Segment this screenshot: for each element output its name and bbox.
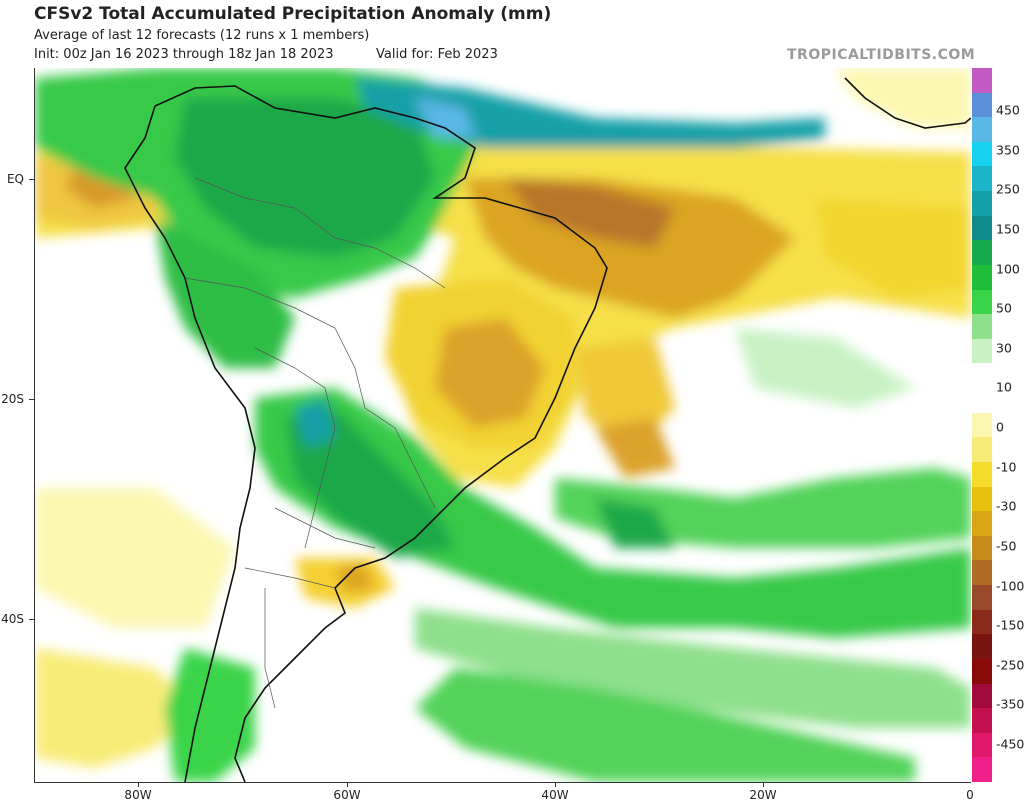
colorbar-swatch <box>972 683 992 709</box>
anomaly-field <box>35 68 971 782</box>
colorbar-swatch <box>972 437 992 463</box>
colorbar <box>972 68 992 783</box>
colorbar-swatch <box>972 92 992 118</box>
country-borders <box>184 177 446 709</box>
colorbar-swatch <box>972 412 992 438</box>
lat-tick <box>29 399 34 400</box>
brand-watermark: TROPICALTIDBITS.COM <box>787 47 976 63</box>
colorbar-swatch <box>972 191 992 217</box>
colorbar-swatch <box>972 708 992 734</box>
colorbar-label: 150 <box>996 221 1020 237</box>
lat-label-40s: 40S <box>1 612 24 626</box>
colorbar-label: 350 <box>996 142 1020 158</box>
lon-tick <box>763 782 764 787</box>
init-time: Init: 00z Jan 16 2023 through 18z Jan 18… <box>34 47 334 62</box>
map-canvas <box>35 68 971 782</box>
colorbar-swatch <box>972 634 992 660</box>
colorbar-swatch <box>972 264 992 291</box>
colorbar-swatch <box>972 585 992 611</box>
lon-tick <box>347 782 348 787</box>
lon-tick <box>555 782 556 787</box>
colorbar-label: 0 <box>996 419 1004 435</box>
lat-tick <box>29 179 34 180</box>
lat-tick <box>29 619 34 620</box>
colorbar-swatch <box>972 141 992 167</box>
colorbar-swatch <box>972 511 992 537</box>
lon-label-80w: 80W <box>124 788 152 802</box>
colorbar-label: -100 <box>996 578 1024 593</box>
lon-label-40w: 40W <box>541 788 569 802</box>
colorbar-label: -150 <box>996 617 1024 633</box>
colorbar-swatch <box>972 314 992 340</box>
lat-label-eq: EQ <box>6 172 24 186</box>
colorbar-swatch <box>972 68 992 94</box>
chart-title: CFSv2 Total Accumulated Precipitation An… <box>34 4 552 24</box>
lat-label-20s: 20S <box>1 392 24 406</box>
colorbar-swatch <box>972 461 992 488</box>
colorbar-swatch <box>972 338 992 364</box>
colorbar-label: -50 <box>996 538 1017 554</box>
colorbar-label: 50 <box>996 300 1012 316</box>
colorbar-swatch <box>972 486 992 512</box>
colorbar-swatch <box>972 757 992 783</box>
colorbar-label: -10 <box>996 459 1017 475</box>
colorbar-swatch <box>972 388 992 414</box>
colorbar-label: 100 <box>996 261 1020 276</box>
colorbar-swatch <box>972 215 992 241</box>
precipitation-map <box>34 68 971 783</box>
colorbar-swatch <box>972 289 992 315</box>
colorbar-label: -450 <box>996 736 1024 752</box>
colorbar-swatch <box>972 609 992 635</box>
colorbar-label: -30 <box>996 498 1017 514</box>
lon-label-60w: 60W <box>333 788 361 802</box>
colorbar-swatch <box>972 240 992 266</box>
colorbar-label: 450 <box>996 102 1020 118</box>
lon-label-20w: 20W <box>749 788 777 802</box>
colorbar-swatch <box>972 732 992 758</box>
colorbar-swatch <box>972 117 992 143</box>
coastline <box>124 77 971 782</box>
chart-subtitle: Average of last 12 forecasts (12 runs x … <box>34 28 370 43</box>
colorbar-swatch <box>972 363 992 389</box>
colorbar-label: 250 <box>996 181 1020 197</box>
lon-tick <box>138 782 139 787</box>
colorbar-label: 30 <box>996 340 1012 356</box>
colorbar-label: -250 <box>996 657 1024 673</box>
colorbar-swatch <box>972 535 992 561</box>
colorbar-label: 10 <box>996 379 1012 395</box>
colorbar-swatch <box>972 658 992 684</box>
colorbar-label: -350 <box>996 696 1024 712</box>
lon-label-0: 0 <box>966 788 974 802</box>
valid-time: Valid for: Feb 2023 <box>376 47 498 62</box>
colorbar-swatch <box>972 166 992 192</box>
colorbar-swatch <box>972 560 992 586</box>
